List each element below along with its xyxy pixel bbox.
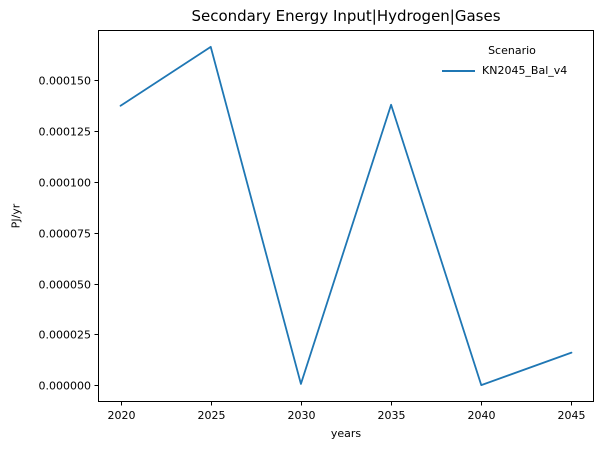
y-tick-label: 0.000025	[39, 329, 92, 342]
x-tick-label: 2025	[198, 409, 226, 422]
data-line	[119, 45, 573, 387]
x-axis-label: years	[330, 427, 362, 440]
x-tick-label: 2040	[468, 409, 496, 422]
legend-line-sample	[442, 69, 475, 72]
y-tick-label: 0.000075	[39, 228, 92, 241]
legend-entry: KN2045_Bal_v4	[442, 64, 582, 77]
x-tick-label: 2020	[108, 409, 136, 422]
y-tick-label: 0.000150	[39, 75, 92, 88]
x-tick-label: 2035	[378, 409, 406, 422]
chart-title: Secondary Energy Input|Hydrogen|Gases	[191, 7, 501, 25]
y-tick-label: 0.000050	[39, 279, 92, 292]
legend: Scenario KN2045_Bal_v4	[442, 44, 582, 77]
y-tick-label: 0.000000	[39, 380, 92, 393]
legend-entry-label: KN2045_Bal_v4	[482, 64, 568, 77]
plot-border	[98, 30, 594, 402]
x-tick-label: 2030	[288, 409, 316, 422]
x-tick-label: 2045	[558, 409, 586, 422]
y-tick-label: 0.000100	[39, 177, 92, 190]
y-tick-label: 0.000125	[39, 126, 92, 139]
legend-title: Scenario	[488, 44, 536, 57]
